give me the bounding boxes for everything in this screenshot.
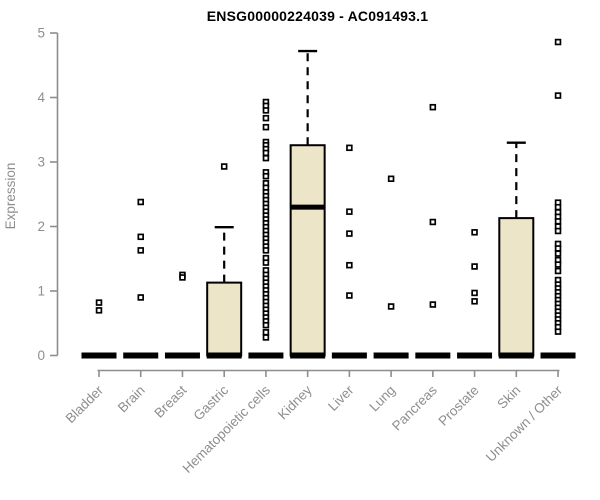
x-tick-label: Pancreas xyxy=(389,382,440,433)
outlier-point xyxy=(554,218,562,225)
outlier-point xyxy=(137,294,144,301)
zero-median-bar xyxy=(123,352,159,359)
y-tick-label: 0 xyxy=(37,348,45,363)
outlier-point xyxy=(262,259,270,266)
zero-median-bar xyxy=(248,352,284,359)
y-tick-label: 3 xyxy=(37,155,45,170)
outlier-point xyxy=(262,321,270,329)
zero-median-bar xyxy=(415,352,451,359)
outlier-point xyxy=(346,144,353,152)
outlier-point xyxy=(429,301,437,308)
outlier-point xyxy=(554,92,562,99)
zero-median-bar xyxy=(498,352,534,359)
x-tick-label: Liver xyxy=(325,382,357,414)
box xyxy=(289,144,326,357)
outlier-point xyxy=(554,203,562,211)
box xyxy=(206,281,243,357)
outlier-point xyxy=(429,218,437,226)
outlier-point xyxy=(346,230,353,237)
y-tick-label: 1 xyxy=(37,284,45,299)
x-tick-label: Gastric xyxy=(190,382,231,423)
outlier-point xyxy=(346,292,353,299)
outlier-point xyxy=(262,329,270,336)
outlier-point xyxy=(471,298,478,305)
outlier-point xyxy=(554,227,562,235)
outlier-point xyxy=(179,274,186,281)
zero-median-bar xyxy=(540,352,576,359)
outlier-point xyxy=(346,208,353,215)
y-tick-label: 5 xyxy=(37,26,45,41)
outlier-point xyxy=(471,289,478,297)
outlier-point xyxy=(95,299,103,306)
x-tick-label: Skin xyxy=(494,383,523,412)
x-tick-label: Kidney xyxy=(275,382,315,422)
x-tick-label: Brain xyxy=(115,383,148,416)
y-tick-label: 4 xyxy=(37,90,45,105)
outlier-point xyxy=(262,107,270,114)
y-tick-label: 2 xyxy=(37,219,45,234)
outlier-point xyxy=(387,303,395,310)
outlier-point xyxy=(471,229,478,236)
x-tick-label: Unknown / Other xyxy=(483,382,566,465)
outlier-point xyxy=(262,123,270,131)
outlier-point xyxy=(554,267,562,275)
x-tick-label: Breast xyxy=(151,382,189,420)
outlier-point xyxy=(554,38,562,46)
outlier-point xyxy=(137,198,144,206)
outlier-point xyxy=(262,149,270,157)
outlier-point xyxy=(262,247,270,254)
zero-median-bar xyxy=(164,352,200,359)
x-tick-label: Lung xyxy=(366,383,398,415)
outlier-point xyxy=(95,307,103,314)
outlier-point xyxy=(554,328,562,335)
outlier-point xyxy=(554,261,562,268)
zero-median-bar xyxy=(81,352,117,359)
median-line xyxy=(290,204,325,210)
outlier-point xyxy=(346,261,353,269)
outlier-point xyxy=(429,103,437,111)
x-tick-label: Prostate xyxy=(436,383,482,429)
outlier-point xyxy=(554,250,562,257)
outlier-point xyxy=(262,172,270,180)
x-tick-label: Bladder xyxy=(63,382,107,426)
outlier-point xyxy=(262,114,270,122)
outlier-point xyxy=(137,247,144,254)
outlier-point xyxy=(137,233,144,241)
box xyxy=(498,217,535,357)
outlier-point xyxy=(471,263,478,270)
zero-median-bar xyxy=(373,352,409,359)
outlier-point xyxy=(387,175,395,183)
zero-median-bar xyxy=(290,352,326,359)
outlier-point xyxy=(262,154,270,162)
outlier-point xyxy=(262,334,270,341)
outlier-point xyxy=(554,245,562,252)
zero-median-bar xyxy=(457,352,493,359)
outlier-point xyxy=(220,163,228,170)
zero-median-bar xyxy=(331,352,367,359)
zero-median-bar xyxy=(206,352,242,359)
chart-title: ENSG00000224039 - AC091493.1 xyxy=(206,8,429,24)
y-axis-title: Expression xyxy=(3,163,18,230)
